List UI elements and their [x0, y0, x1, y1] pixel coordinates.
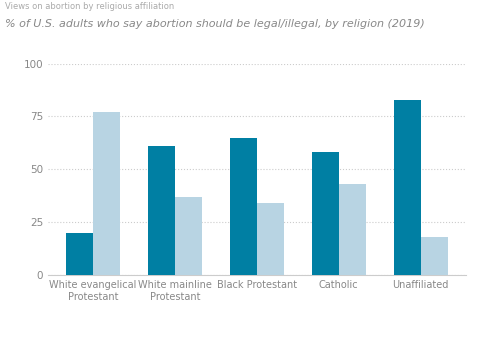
Bar — [175, 197, 202, 275]
Bar — [257, 203, 284, 275]
Bar — [312, 152, 339, 275]
Text: % of U.S. adults who say abortion should be legal/illegal, by religion (2019): % of U.S. adults who say abortion should… — [5, 19, 424, 29]
Text: Views on abortion by religious affiliation: Views on abortion by religious affiliati… — [5, 2, 174, 11]
Bar — [93, 112, 120, 275]
Bar — [66, 233, 93, 275]
Bar — [230, 138, 257, 275]
Bar — [148, 146, 175, 275]
Bar — [339, 184, 366, 275]
Bar — [394, 100, 420, 275]
Bar — [420, 237, 447, 275]
